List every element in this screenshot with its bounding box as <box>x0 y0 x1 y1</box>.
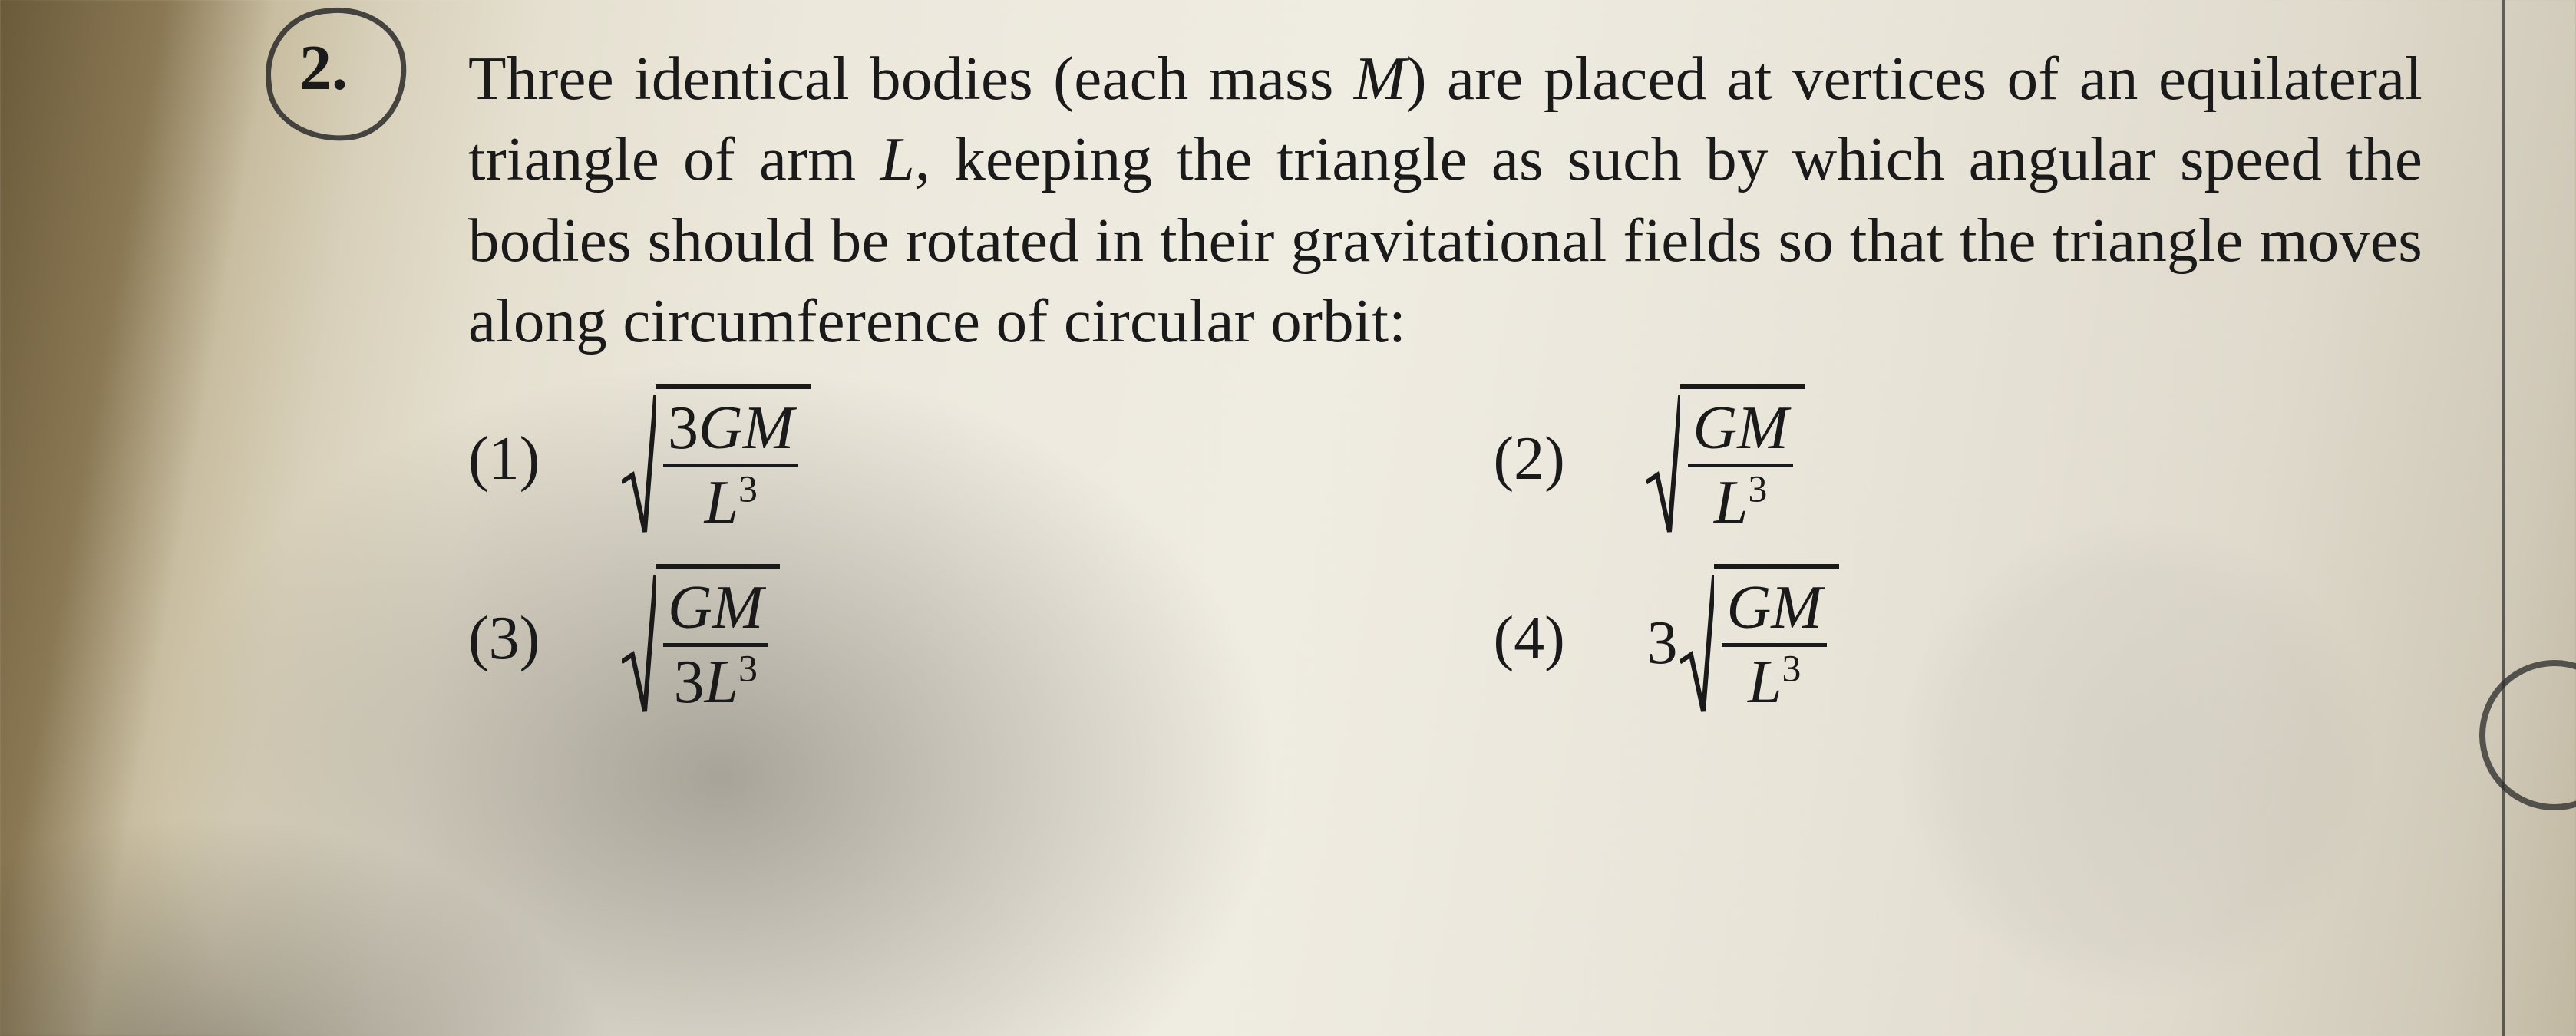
option-label: (4) <box>1493 604 1593 674</box>
sqrt: 3GM L3 <box>622 384 811 533</box>
denominator: L3 <box>1743 652 1805 713</box>
numerator: GM <box>1688 398 1792 459</box>
radical-icon <box>622 575 656 713</box>
radicand: 3GM L3 <box>656 384 811 533</box>
coefficient: 3 <box>1646 609 1677 678</box>
radical-icon <box>1646 395 1680 533</box>
numerator: GM <box>1722 577 1826 638</box>
option-label: (2) <box>1493 424 1593 494</box>
option-2: (2) GM L3 <box>1493 384 2484 533</box>
options-grid: (1) 3GM L3 (2) <box>468 384 2484 713</box>
option-expression: 3 GM L3 <box>1646 564 1838 713</box>
radical-icon <box>622 395 656 533</box>
fraction: GM L3 <box>1722 577 1826 713</box>
option-3: (3) GM 3L3 <box>468 564 1293 713</box>
fraction-bar <box>663 643 768 647</box>
numerator: 3GM <box>663 398 798 459</box>
question-number: 2. <box>299 31 348 105</box>
option-label: (1) <box>468 424 568 494</box>
radicand: GM L3 <box>1714 564 1838 713</box>
denominator: 3L3 <box>669 652 762 713</box>
fraction-bar <box>1688 464 1792 467</box>
page-content: 2. Three identical bodies (each mass M) … <box>0 0 2576 1036</box>
option-expression: 3GM L3 <box>622 384 811 533</box>
option-label: (3) <box>468 604 568 674</box>
sqrt: GM L3 <box>1680 564 1838 713</box>
radicand: GM 3L3 <box>656 564 780 713</box>
pen-circle-annotation <box>259 1 413 148</box>
denominator: L3 <box>1709 472 1772 533</box>
denominator: L3 <box>700 472 762 533</box>
fraction-bar <box>1722 643 1826 647</box>
option-4: (4) 3 GM L3 <box>1493 564 2484 713</box>
option-1: (1) 3GM L3 <box>468 384 1293 533</box>
fraction: 3GM L3 <box>663 398 798 533</box>
fraction-bar <box>663 464 798 467</box>
question-text: Three identical bodies (each mass M) are… <box>468 38 2422 361</box>
numerator: GM <box>663 577 768 638</box>
sqrt: GM 3L3 <box>622 564 780 713</box>
option-expression: GM L3 <box>1646 384 1805 533</box>
fraction: GM L3 <box>1688 398 1792 533</box>
radicand: GM L3 <box>1680 384 1805 533</box>
radical-icon <box>1680 575 1714 713</box>
option-expression: GM 3L3 <box>622 564 780 713</box>
fraction: GM 3L3 <box>663 577 768 713</box>
sqrt: GM L3 <box>1646 384 1805 533</box>
